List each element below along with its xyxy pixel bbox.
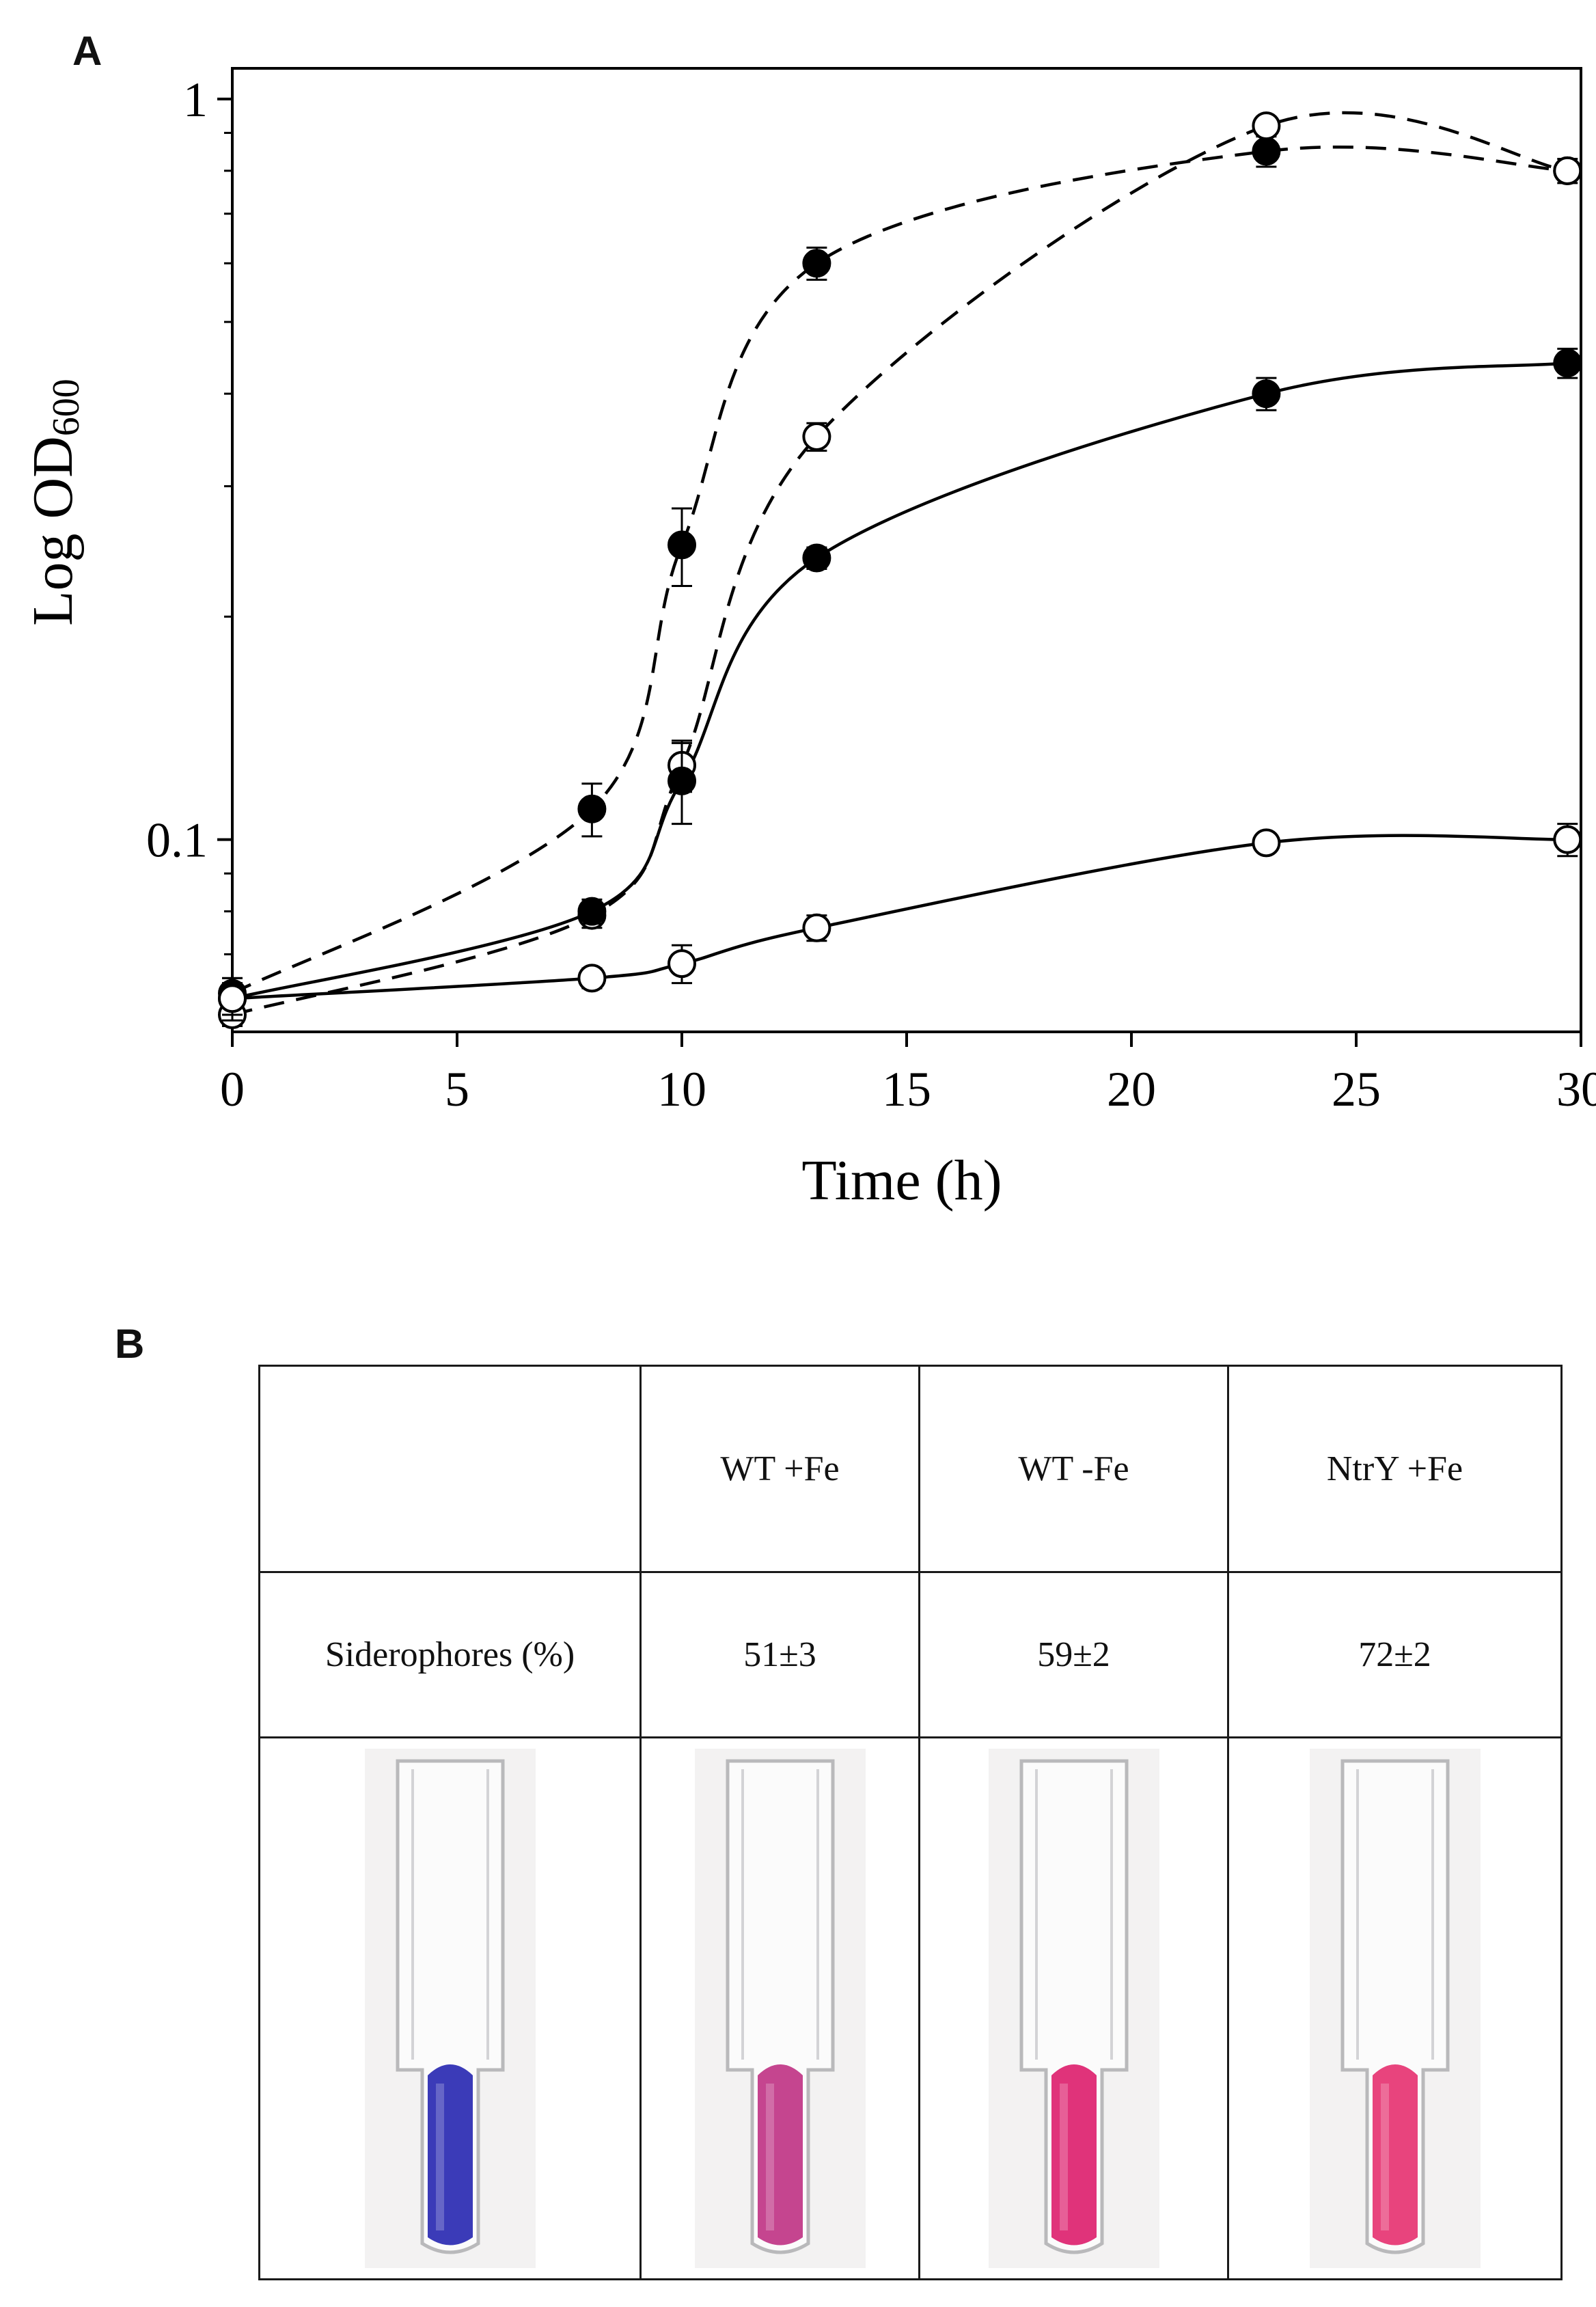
cuvette-glass-outline <box>726 1759 834 2254</box>
x-tick-label: 10 <box>657 1062 706 1117</box>
header-wt-minus-fe: WT -Fe <box>918 1365 1229 1573</box>
cuvette-glass-outline <box>1340 1759 1449 2254</box>
data-point-filled-dashed <box>577 794 607 823</box>
cuvette-row <box>258 1736 1563 2280</box>
cuvette-wt-plus-fe-image <box>694 1749 866 2268</box>
data-point-open-solid <box>802 913 831 942</box>
data-point-open-solid <box>1252 828 1281 858</box>
y-tick-label: 1 <box>183 72 208 127</box>
series-curve-filled-solid <box>232 361 1568 1000</box>
series-curve-open-dashed <box>232 111 1568 1017</box>
data-point-open-solid <box>577 964 607 993</box>
panel-b-label: B <box>115 1321 145 1367</box>
row-label-siderophores: Siderophores (%) <box>258 1571 642 1738</box>
cuvette-cell-wt-minus-fe <box>918 1736 1229 2280</box>
series-curve-open-solid <box>232 834 1568 1000</box>
cuvette-solution <box>427 2064 473 2245</box>
siderophore-table: WT +Fe WT -Fe NtrY +Fe Siderophores (%) … <box>258 1365 1563 2280</box>
data-point-filled-solid <box>1553 349 1582 378</box>
siderophores-row: Siderophores (%) 51±3 59±2 72±2 <box>258 1571 1563 1738</box>
cuvette-cell-control <box>258 1736 642 2280</box>
cuvette-reflection <box>765 2084 774 2230</box>
panel-a-label: A <box>72 28 102 74</box>
x-tick-label: 20 <box>1107 1062 1156 1117</box>
data-point-filled-solid <box>802 543 831 573</box>
data-point-filled-solid <box>1252 379 1281 409</box>
x-tick-label: 15 <box>882 1062 931 1117</box>
data-point-filled-dashed <box>668 530 696 560</box>
data-point-filled-dashed <box>802 249 831 278</box>
data-point-open-dashed <box>1252 111 1281 141</box>
data-point-open-dashed <box>1553 156 1582 185</box>
data-point-filled-dashed <box>1252 137 1281 166</box>
cuvette-glass-outline <box>396 1759 504 2254</box>
cuvette-reflection <box>1059 2084 1068 2230</box>
cuvette-control-image <box>364 1749 536 2268</box>
y-axis-title: Log OD600 <box>21 379 87 626</box>
y-tick-label: 0.1 <box>146 813 208 868</box>
data-point-open-dashed <box>802 422 831 451</box>
growth-curve-chart: 0 5 10 15 20 25 30 0.1 1 Time (h) Log OD600 <box>21 67 1596 1212</box>
cuvette-solution <box>1372 2064 1418 2245</box>
x-tick-label: 25 <box>1332 1062 1381 1117</box>
x-axis-title: Time (h) <box>801 1149 1002 1212</box>
data-point-filled-solid <box>668 766 696 795</box>
series-curve-filled-dashed <box>231 145 1568 995</box>
header-cell-empty <box>258 1365 642 1573</box>
header-row: WT +Fe WT -Fe NtrY +Fe <box>258 1365 1563 1573</box>
cuvette-cell-ntry-plus-fe <box>1227 1736 1563 2280</box>
data-point-filled-solid <box>577 897 607 926</box>
cuvette-reflection <box>1380 2084 1389 2230</box>
plot-frame <box>231 67 1582 1033</box>
value-ntry-plus-fe: 72±2 <box>1227 1571 1563 1738</box>
cuvette-reflection <box>435 2084 444 2230</box>
cuvette-solution <box>757 2064 803 2245</box>
header-wt-plus-fe: WT +Fe <box>639 1365 920 1573</box>
cuvette-wt-minus-fe-image <box>988 1749 1159 2268</box>
data-point-open-solid <box>1553 825 1582 854</box>
cuvette-glass-outline <box>1019 1759 1128 2254</box>
x-tick-label: 5 <box>445 1062 469 1117</box>
data-point-open-solid <box>218 984 247 1013</box>
cuvette-cell-wt-plus-fe <box>639 1736 920 2280</box>
x-tick-label: 30 <box>1556 1062 1596 1117</box>
header-ntry-plus-fe: NtrY +Fe <box>1227 1365 1563 1573</box>
value-wt-minus-fe: 59±2 <box>918 1571 1229 1738</box>
data-point-open-solid <box>668 949 696 979</box>
cuvette-ntry-plus-fe-image <box>1309 1749 1481 2268</box>
x-tick-label: 0 <box>220 1062 245 1117</box>
value-wt-plus-fe: 51±3 <box>639 1571 920 1738</box>
cuvette-solution <box>1051 2064 1097 2245</box>
